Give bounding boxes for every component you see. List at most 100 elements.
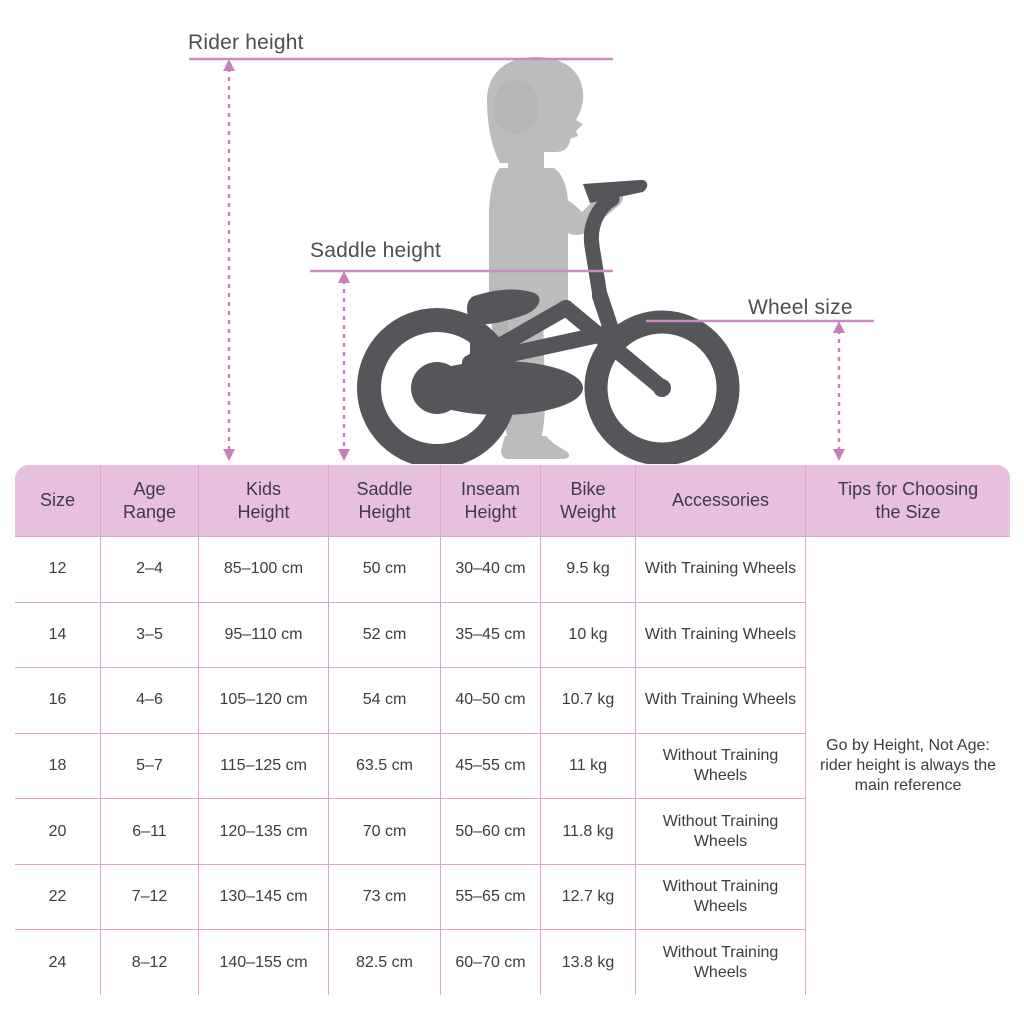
table-row: 24 8–12 140–155 cm 82.5 cm 60–70 cm 13.8… [15, 929, 1010, 995]
header-line-1: Bike [570, 479, 606, 499]
saddle [467, 289, 540, 325]
cell-age-range: 7–12 [100, 863, 199, 931]
cell-accessories: Without Training Wheels [635, 798, 806, 865]
cell-accessories: Without Training Wheels [635, 929, 806, 995]
table-row: 18 5–7 115–125 cm 63.5 cm 45–55 cm 11 kg… [15, 732, 1010, 800]
cell-kids-height: 105–120 cm [198, 667, 329, 734]
cell-size: 16 [15, 667, 101, 734]
cell-accessories: With Training Wheels [635, 601, 806, 669]
cell-age-range: 5–7 [100, 732, 199, 800]
cell-size: 20 [15, 798, 101, 865]
header-line-1: Size [39, 490, 75, 511]
annotation-lines [189, 57, 874, 323]
cell-bike-weight: 11.8 kg [540, 798, 636, 865]
cell-accessories: With Training Wheels [635, 667, 806, 734]
table-row: 16 4–6 105–120 cm 54 cm 40–50 cm 10.7 kg… [15, 667, 1010, 734]
cell-inseam-height: 35–45 cm [440, 601, 541, 669]
cell-inseam-height: 45–55 cm [440, 732, 541, 800]
column-header-saddle-height: Saddle Height [328, 465, 441, 537]
header-line-1: Kids [245, 479, 281, 499]
bike-size-table: Size Age Range Kids Height Saddle Height [14, 464, 1011, 996]
bike-sizing-illustration: Rider height Saddle height Wheel size [0, 0, 1024, 465]
down-tube [462, 324, 620, 371]
cell-saddle-height: 73 cm [328, 863, 441, 931]
header-line-2: Weight [560, 501, 616, 522]
cell-tips: Go by Height, Not Age: rider height is a… [805, 536, 1010, 995]
header-line-2: Height [464, 501, 517, 522]
annotation-label-rider-height: Rider height [188, 31, 304, 54]
cell-bike-weight: 9.5 kg [540, 536, 636, 603]
column-header-kids-height: Kids Height [198, 465, 329, 537]
column-header-age-range: Age Range [100, 465, 199, 537]
cell-age-range: 6–11 [100, 798, 199, 865]
header-line-2: Range [122, 501, 177, 522]
fork [558, 300, 670, 396]
header-row: Size Age Range Kids Height Saddle Height [15, 465, 1010, 537]
table-row: 12 2–4 85–100 cm 50 cm 30–40 cm 9.5 kg W… [15, 536, 1010, 995]
cell-age-range: 3–5 [100, 601, 199, 669]
cell-inseam-height: 50–60 cm [440, 798, 541, 865]
header-line-2: Height [358, 501, 411, 522]
cell-inseam-height: 55–65 cm [440, 863, 541, 931]
cell-kids-height: 115–125 cm [198, 732, 329, 800]
column-header-inseam-height: Inseam Height [440, 465, 541, 537]
column-header-tips: Tips for Choosing the Size [805, 465, 1010, 537]
column-header-accessories: Accessories [635, 465, 806, 537]
cell-size: 24 [15, 929, 101, 995]
bicycle-graphic [357, 179, 740, 465]
cell-saddle-height: 50 cm [328, 536, 441, 603]
column-header-bike-weight: Bike Weight [540, 465, 636, 537]
cell-size: 22 [15, 863, 101, 931]
cell-kids-height: 120–135 cm [198, 798, 329, 865]
cell-saddle-height: 82.5 cm [328, 929, 441, 995]
cell-kids-height: 140–155 cm [198, 929, 329, 995]
header-line-1: Accessories [671, 490, 770, 511]
cell-bike-weight: 11 kg [540, 732, 636, 800]
cell-inseam-height: 40–50 cm [440, 667, 541, 734]
bike-size-table-container: Size Age Range Kids Height Saddle Height [14, 464, 1011, 996]
header-line-2: Height [237, 501, 290, 522]
cell-kids-height: 95–110 cm [198, 601, 329, 669]
cell-size: 12 [15, 536, 101, 603]
cell-saddle-height: 52 cm [328, 601, 441, 669]
cell-accessories: Without Training Wheels [635, 863, 806, 931]
header-line-1: Tips for Choosing [837, 479, 979, 499]
handlebar-grip [583, 179, 648, 203]
cell-size: 18 [15, 732, 101, 800]
header-line-2: the Size [875, 501, 941, 522]
table-body: 12 2–4 85–100 cm 50 cm 30–40 cm 9.5 kg W… [15, 536, 1010, 995]
annotation-label-wheel-size: Wheel size [748, 296, 853, 319]
rider-height-arrow [223, 59, 235, 461]
cell-bike-weight: 10 kg [540, 601, 636, 669]
header-line-1: Age [133, 479, 166, 499]
wheel-size-arrow [833, 321, 845, 461]
cell-saddle-height: 63.5 cm [328, 732, 441, 800]
annotation-label-saddle-height: Saddle height [310, 239, 442, 262]
header-line-1: Saddle [356, 479, 413, 499]
cell-saddle-height: 54 cm [328, 667, 441, 734]
cell-inseam-height: 30–40 cm [440, 536, 541, 603]
handlebar-riser [583, 191, 620, 254]
cell-accessories: With Training Wheels [635, 536, 806, 603]
seat-post [470, 312, 484, 368]
column-header-size: Size [15, 465, 101, 537]
cell-age-range: 2–4 [100, 536, 199, 603]
table-header: Size Age Range Kids Height Saddle Height [15, 465, 1010, 537]
cell-kids-height: 130–145 cm [198, 863, 329, 931]
cell-bike-weight: 10.7 kg [540, 667, 636, 734]
table-row: 14 3–5 95–110 cm 52 cm 35–45 cm 10 kg Wi… [15, 601, 1010, 669]
cell-saddle-height: 70 cm [328, 798, 441, 865]
table-row: 22 7–12 130–145 cm 73 cm 55–65 cm 12.7 k… [15, 863, 1010, 931]
cell-bike-weight: 12.7 kg [540, 863, 636, 931]
cell-accessories: Without Training Wheels [635, 732, 806, 800]
bike-and-rider-graphic [189, 56, 874, 465]
cell-inseam-height: 60–70 cm [440, 929, 541, 995]
header-line-1: Inseam [460, 479, 521, 499]
cell-bike-weight: 13.8 kg [540, 929, 636, 995]
saddle-height-arrow [338, 271, 350, 461]
cell-age-range: 8–12 [100, 929, 199, 995]
cell-age-range: 4–6 [100, 667, 199, 734]
cell-size: 14 [15, 601, 101, 669]
cell-kids-height: 85–100 cm [198, 536, 329, 603]
